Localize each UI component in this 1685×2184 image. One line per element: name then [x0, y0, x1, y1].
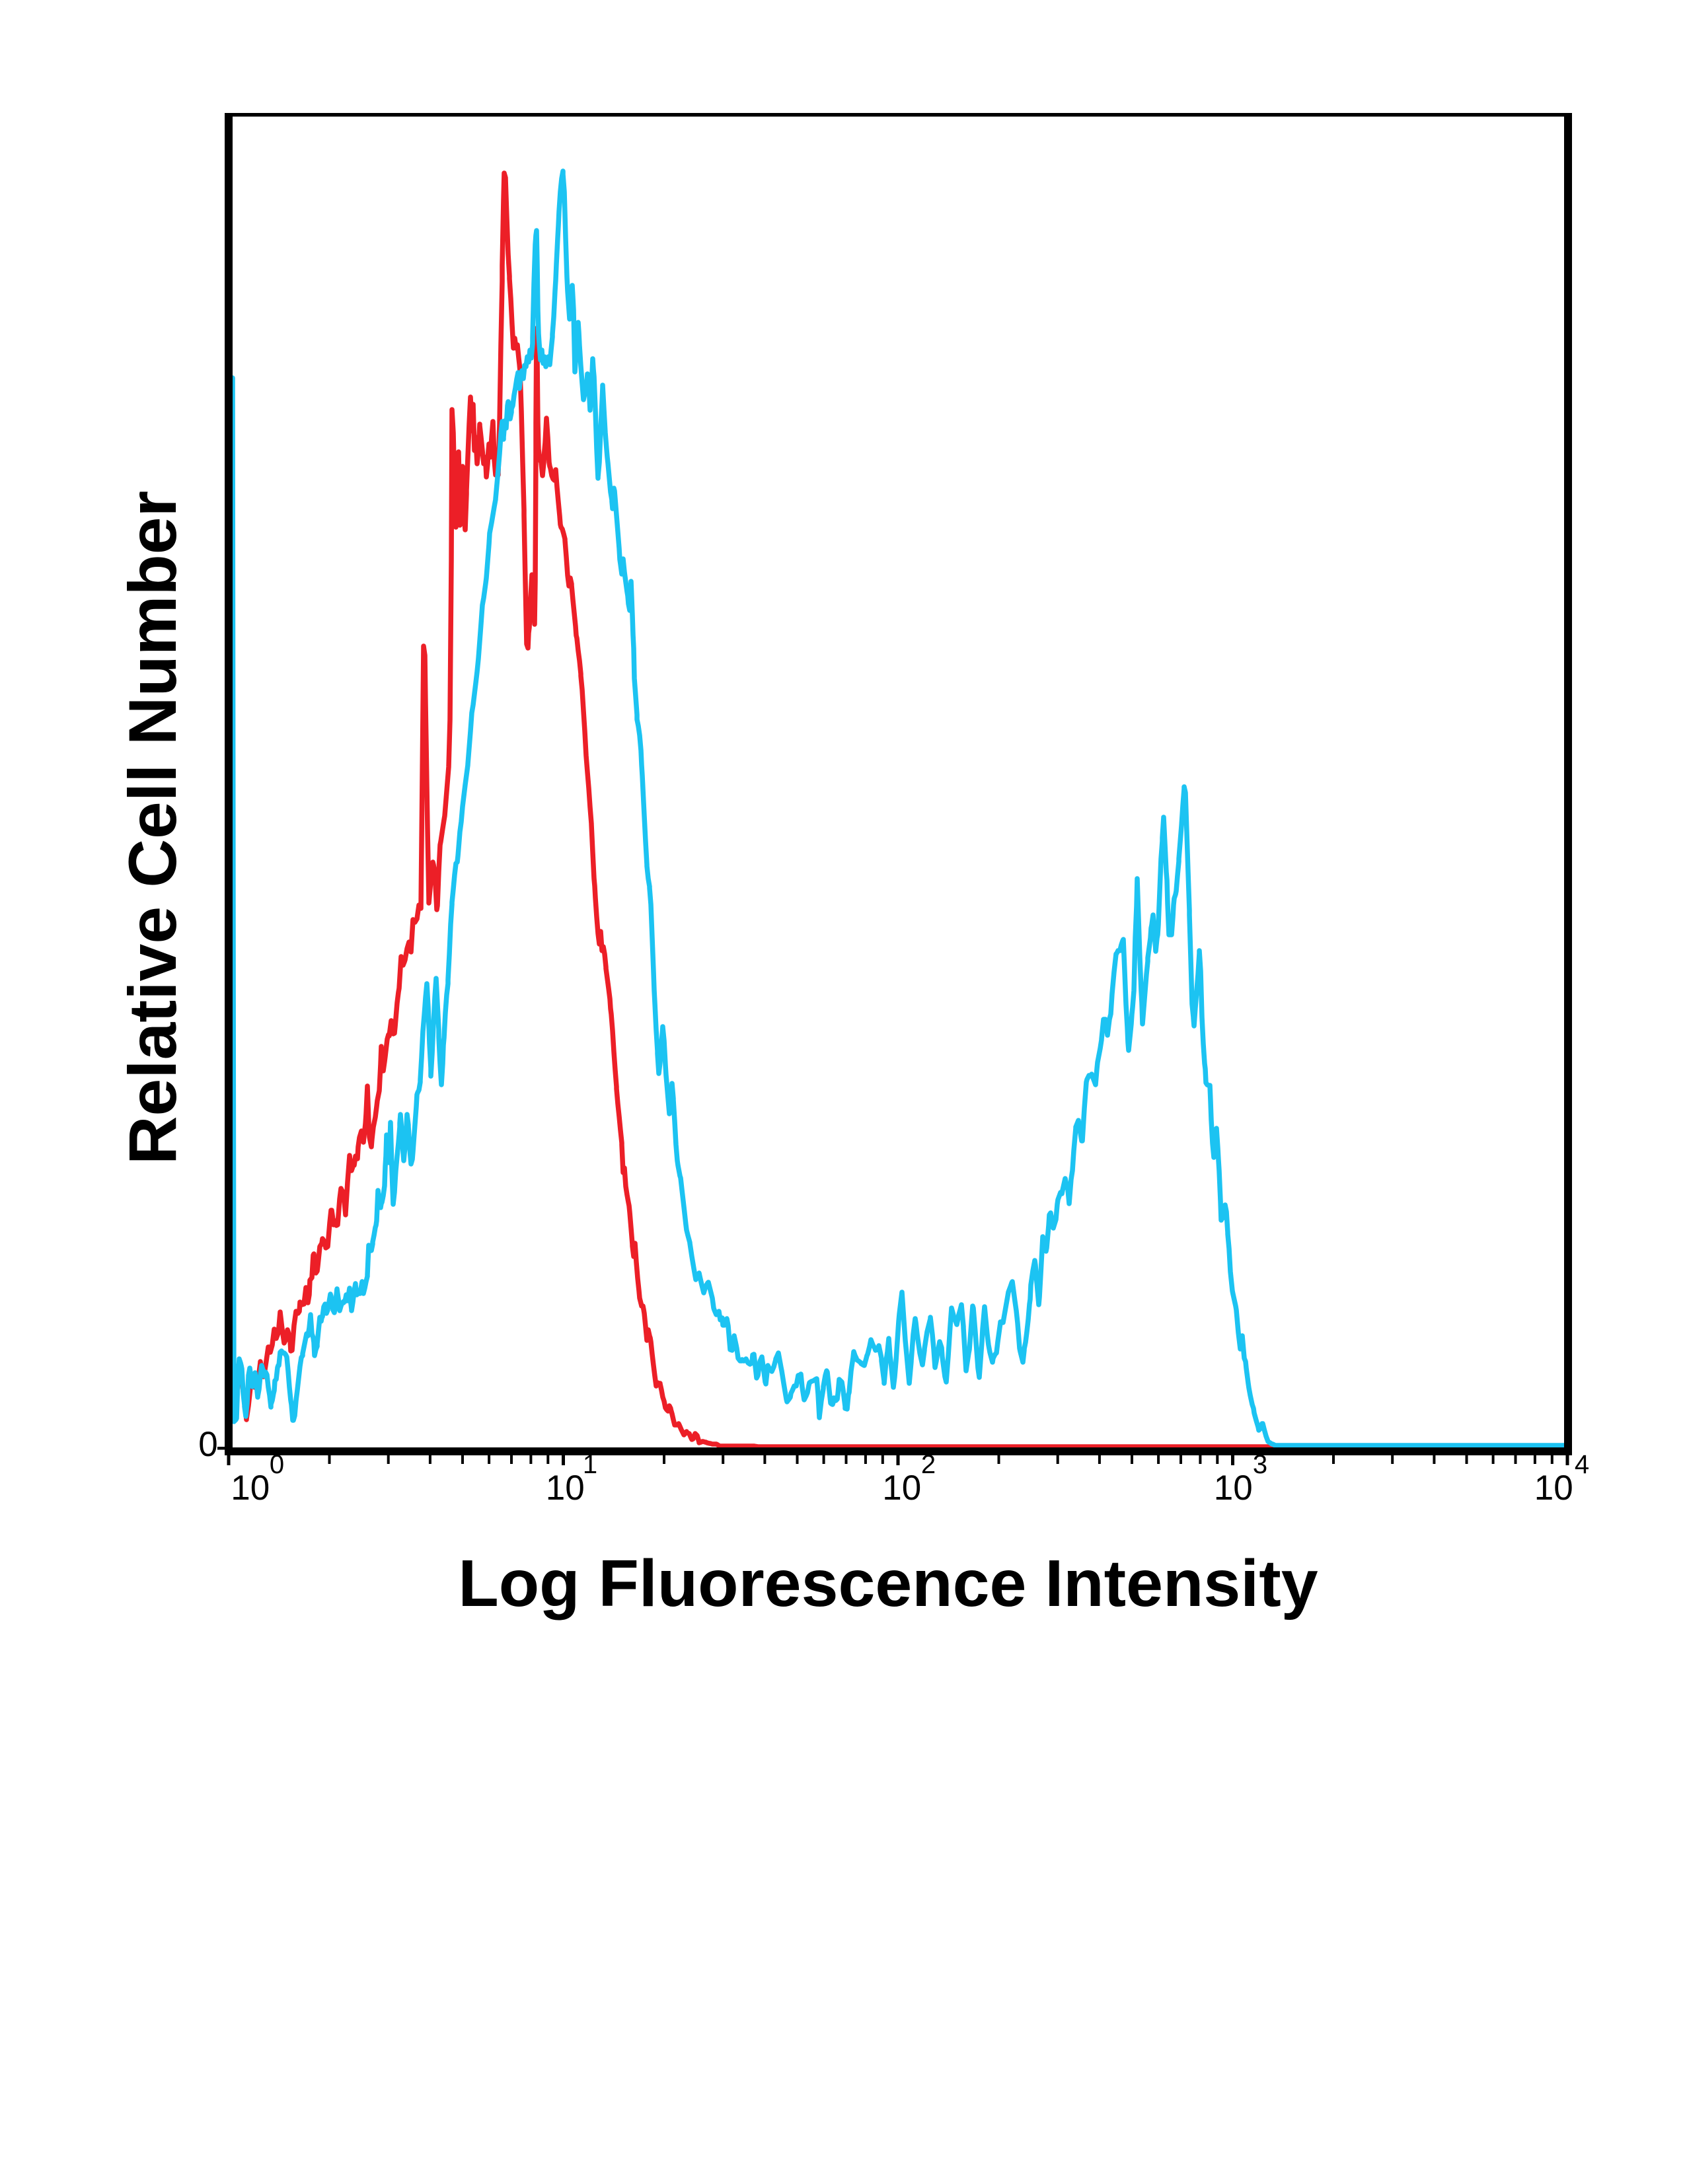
svg-text:Log Fluorescence Intensity: Log Fluorescence Intensity	[458, 1547, 1318, 1620]
svg-text:Relative Cell Number: Relative Cell Number	[115, 491, 190, 1165]
svg-text:10: 10	[1214, 1469, 1253, 1508]
svg-text:10: 10	[882, 1469, 921, 1508]
svg-text:10: 10	[1534, 1469, 1573, 1508]
svg-text:10: 10	[231, 1469, 270, 1508]
svg-text:3: 3	[1253, 1450, 1267, 1479]
svg-text:0: 0	[270, 1450, 284, 1479]
svg-text:1: 1	[583, 1450, 597, 1479]
svg-text:4: 4	[1575, 1450, 1589, 1479]
svg-text:0: 0	[198, 1425, 217, 1464]
svg-text:2: 2	[921, 1450, 936, 1479]
svg-text:10: 10	[546, 1469, 585, 1508]
